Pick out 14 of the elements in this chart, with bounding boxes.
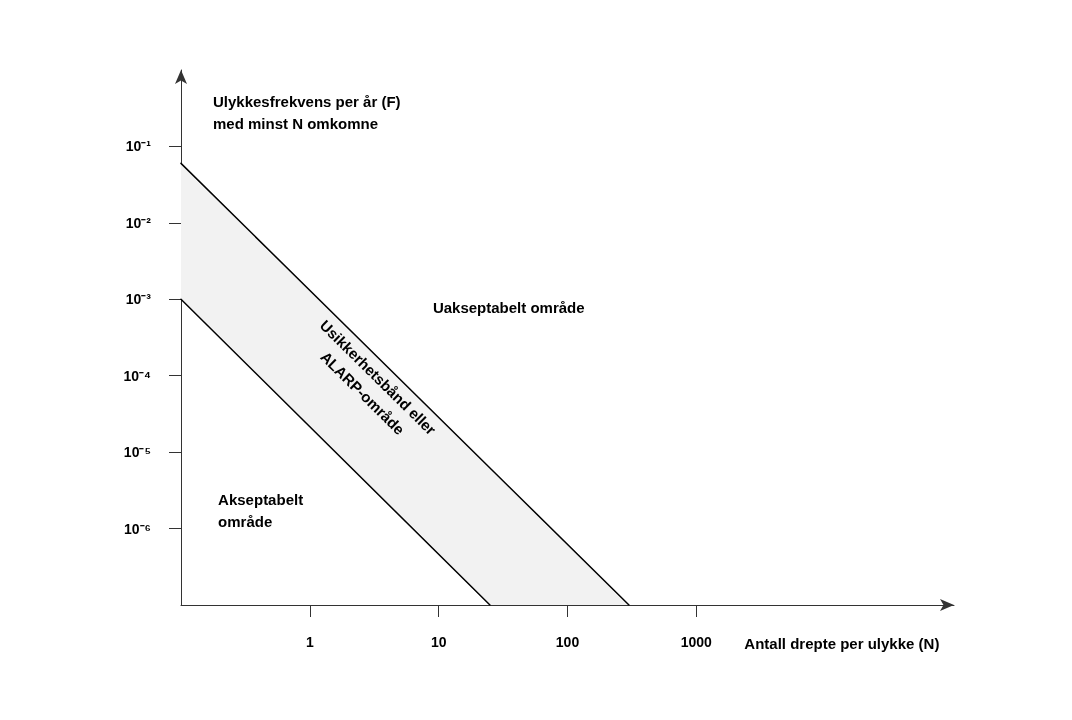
x-tick-label: 10 (430, 634, 447, 650)
x-tick-label: 100 (555, 634, 580, 650)
y-tick-label: 10⁻⁴ (123, 367, 152, 384)
y-tick-label: 10⁻⁵ (123, 444, 151, 461)
y-tick-label: 10⁻⁶ (123, 520, 151, 537)
x-tick-label: 1 (305, 634, 314, 650)
annotation: Akseptabelt område (218, 491, 304, 531)
y-tick-label: 10⁻³ (125, 291, 152, 308)
y-tick-label: 10⁻¹ (125, 138, 152, 155)
annotation: Uakseptabelt område (432, 298, 585, 316)
y-tick-label: 10⁻² (125, 214, 152, 231)
x-axis-title: Antall drepte per ulykke (N) (744, 634, 940, 652)
y-axis-title: Ulykkesfrekvens per år (F) med minst N omkomne (213, 92, 401, 132)
x-tick-label: 1000 (680, 634, 713, 650)
